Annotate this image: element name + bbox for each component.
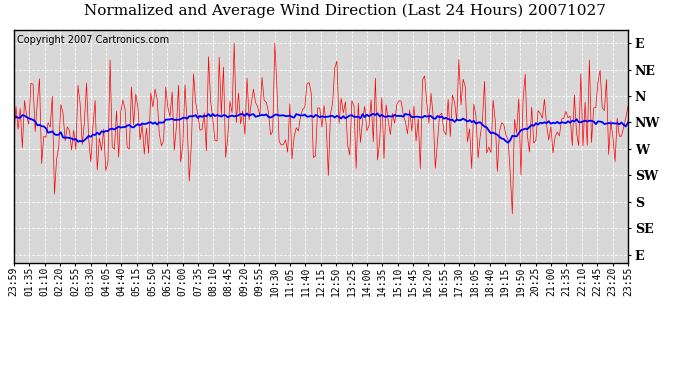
Text: Normalized and Average Wind Direction (Last 24 Hours) 20071027: Normalized and Average Wind Direction (L… <box>84 4 606 18</box>
Text: Copyright 2007 Cartronics.com: Copyright 2007 Cartronics.com <box>17 34 169 45</box>
